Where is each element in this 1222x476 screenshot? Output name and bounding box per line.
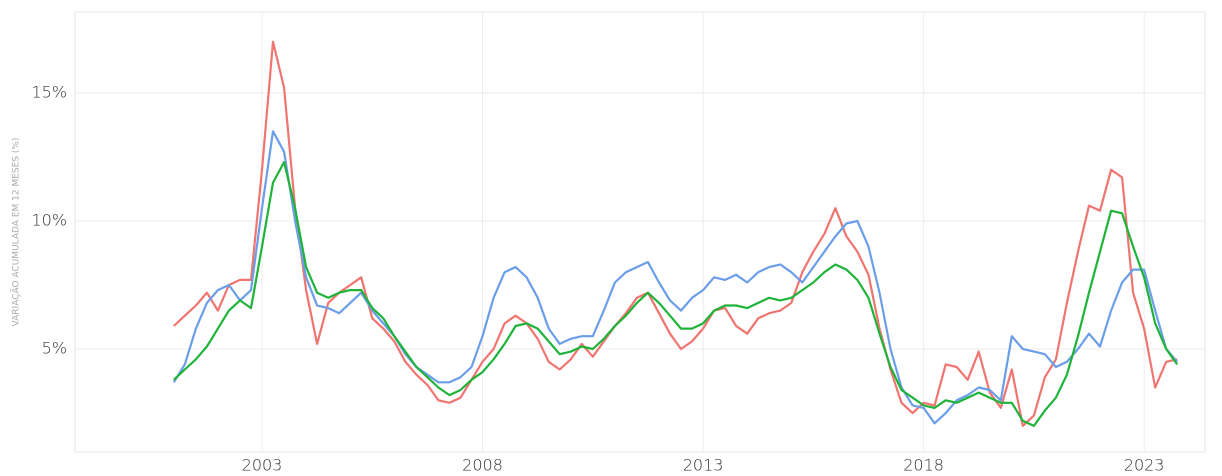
x-tick-label: 2023: [1124, 456, 1165, 475]
x-tick-label: 2013: [683, 456, 724, 475]
plot-frame: [74, 11, 1206, 453]
y-tick-label: 10%: [31, 210, 67, 229]
series-line: [173, 161, 1179, 427]
y-tick-label: 5%: [42, 339, 67, 358]
x-tick-label: 2008: [462, 456, 503, 475]
y-axis-label: VARIAÇÃO ACUMULADA EM 12 MESES (%): [11, 138, 22, 327]
series-line: [172, 130, 1179, 425]
series-line: [173, 40, 1178, 427]
x-tick-label: 2018: [903, 456, 944, 475]
y-tick-label: 15%: [31, 82, 67, 101]
x-tick-label: 2003: [242, 456, 283, 475]
